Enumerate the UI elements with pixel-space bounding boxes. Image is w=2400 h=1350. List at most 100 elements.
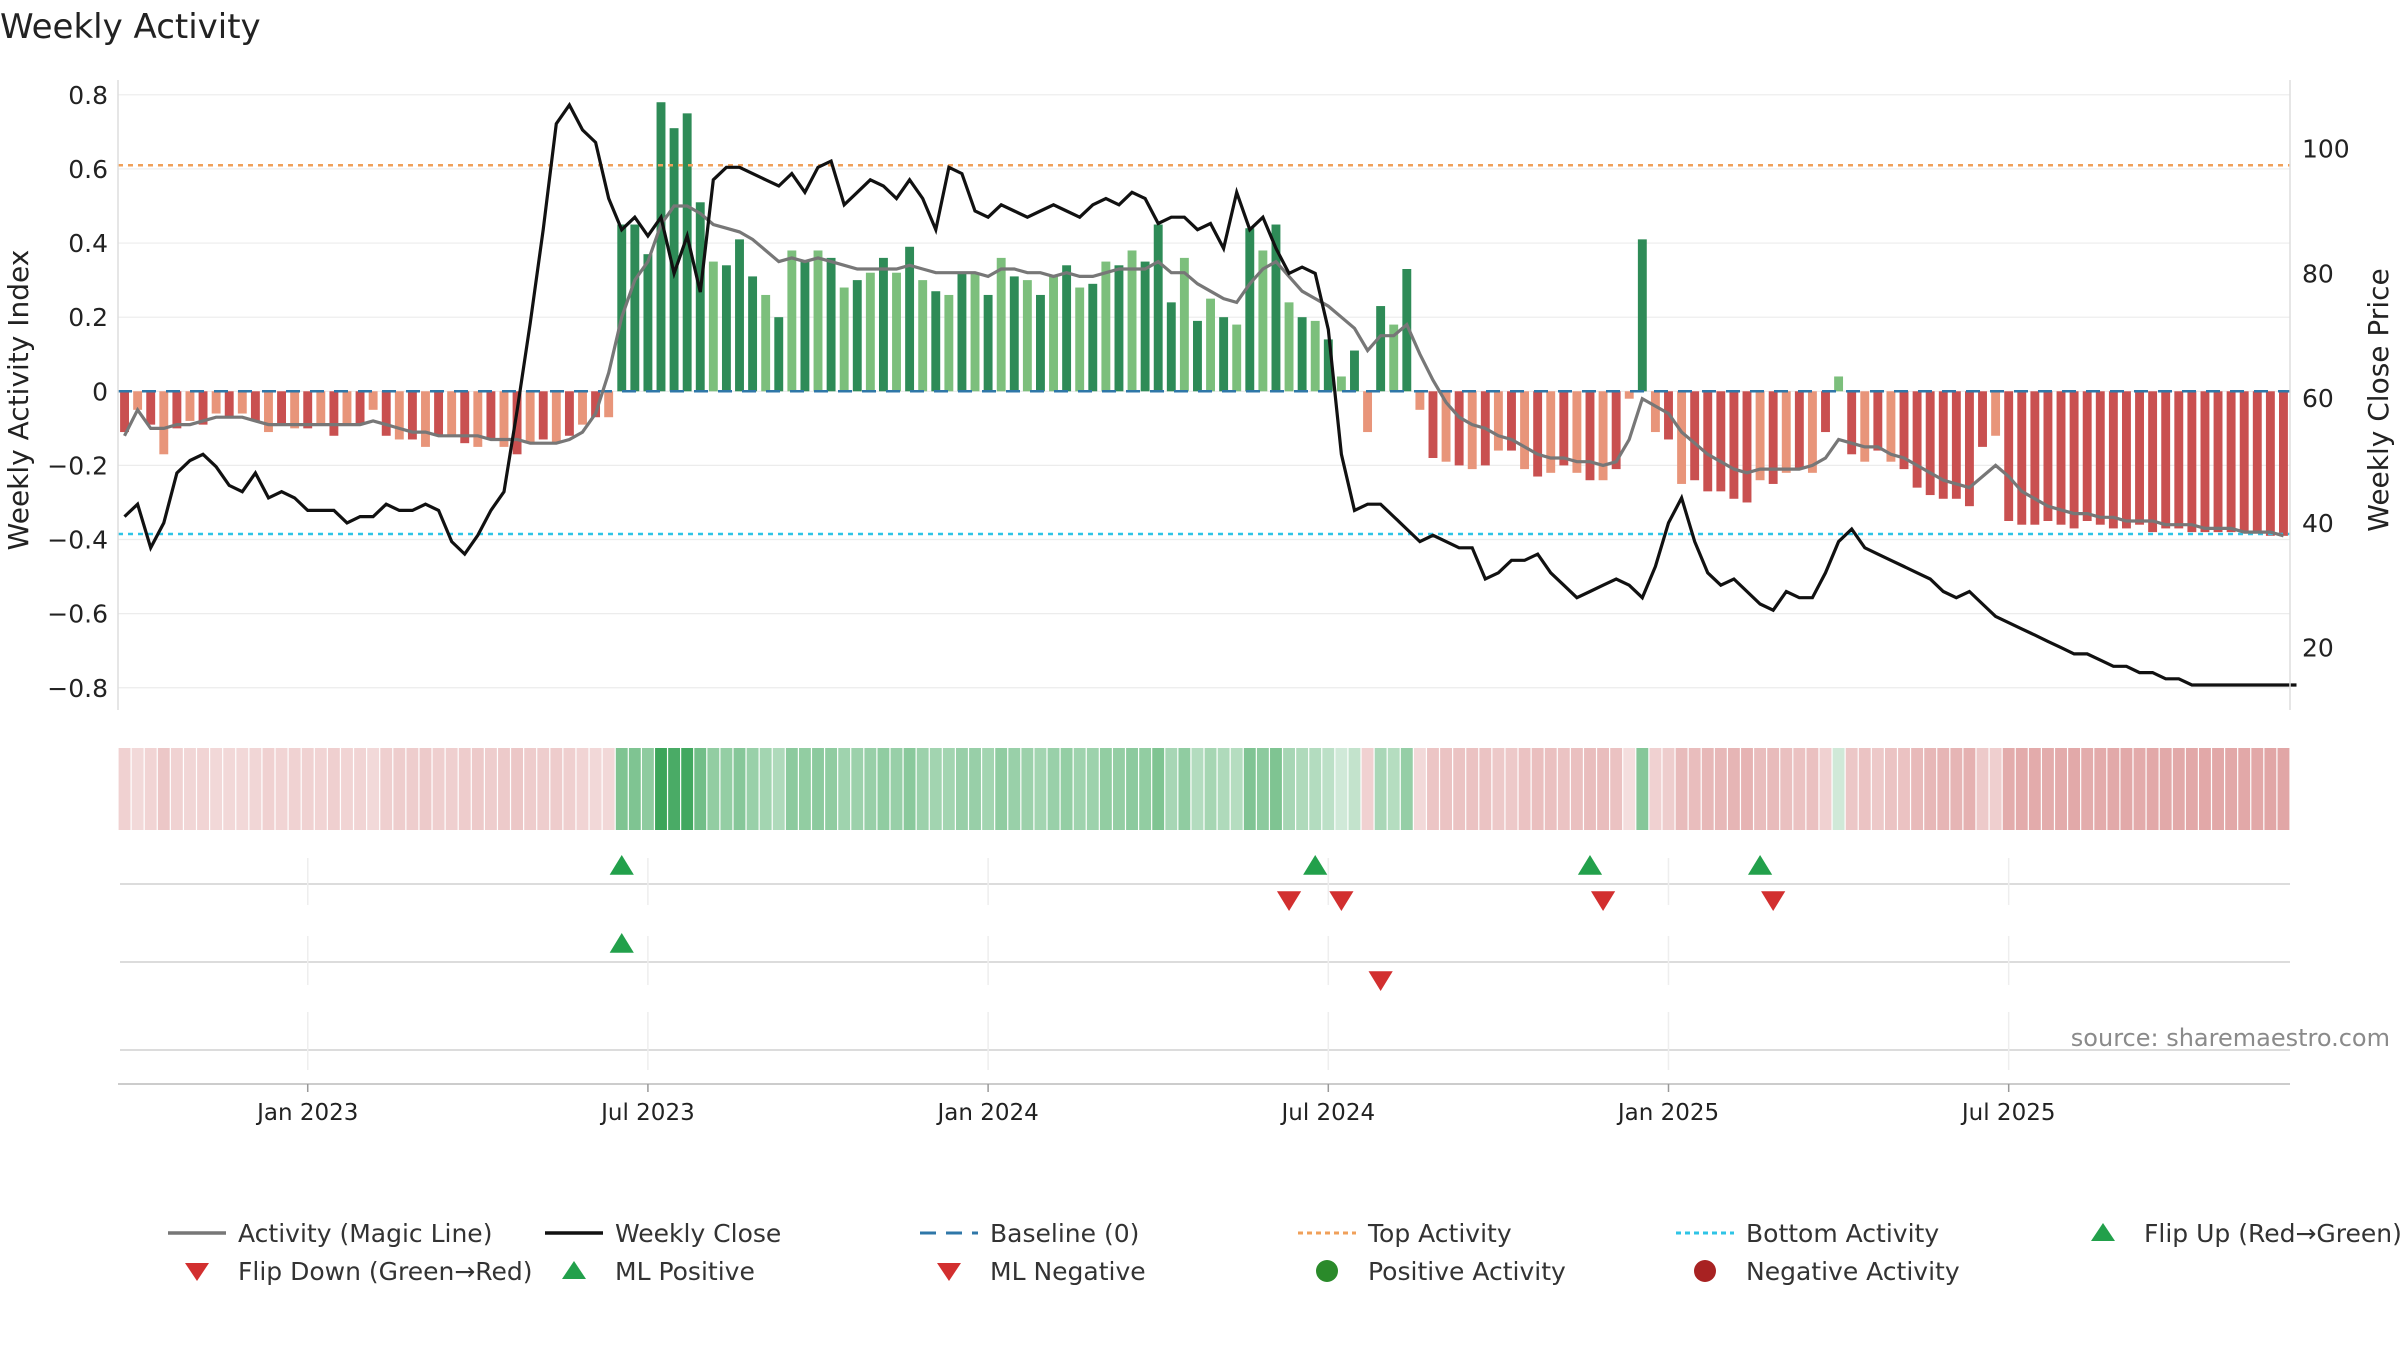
ribbon-cell [628,748,641,830]
y-axis-right-title: Weekly Close Price [2362,268,2395,531]
ribbon-cell [1832,748,1845,830]
ribbon-cell [498,748,510,830]
activity-bar [460,391,470,444]
y-tick-left: 0.8 [68,81,108,110]
activity-bar [2030,391,2040,525]
ribbon-cell [995,748,1008,830]
ribbon-cell [1714,748,1727,830]
ribbon-cell [419,748,432,830]
activity-bar [277,391,287,425]
activity-bar [970,272,980,392]
activity-bar [2148,391,2158,533]
ribbon-cell [1178,748,1191,830]
ribbon-cell [262,748,275,830]
activity-bar [1402,269,1412,392]
ribbon-cell [288,748,301,830]
ribbon-cell [1099,748,1112,830]
ribbon-cell [2133,748,2146,830]
flip-up-marker [1747,855,1773,875]
activity-bar [1585,391,1595,481]
activity-bar [1153,224,1163,392]
activity-bar [1376,306,1386,392]
ribbon-cell [524,748,537,830]
reference-lines [118,163,2290,536]
activity-bar [944,294,954,392]
x-tick-label: Jan 2025 [1616,1100,1719,1126]
activity-bar [1075,287,1085,392]
y-tick-right: 80 [2302,259,2334,288]
activity-bar [1925,391,1935,496]
ribbon-cell [1570,748,1583,830]
activity-bar [1768,391,1778,484]
ribbon-cell [1688,748,1701,830]
ribbon-cell [445,748,458,830]
activity-bar [1533,391,1543,477]
activity-bar [316,391,326,425]
ribbon-cell [982,748,995,830]
ribbon-cell [1283,748,1295,830]
activity-bar [342,391,352,425]
ribbon-cell [1649,748,1662,830]
activity-bar [2187,391,2197,533]
ribbon-cell [2107,748,2120,830]
activity-bar [983,294,993,392]
ribbon-cell [2159,748,2172,830]
activity-bar [1650,391,1660,433]
ribbon-cell [1623,748,1636,830]
ribbon-cell [602,748,615,830]
ribbon-cell [2002,748,2015,830]
ribbon-cell [2055,748,2067,830]
y-tick-left: 0 [92,377,108,406]
activity-bar [1114,265,1124,392]
ribbon-cell [1322,748,1335,830]
magic-line [123,204,2284,538]
ribbon-cell [1217,748,1230,830]
x-tick-label: Jul 2024 [1279,1100,1375,1126]
ribbon-cell [838,748,851,830]
ribbon-cell [210,748,223,830]
activity-bar [1350,350,1359,392]
activity-bar [774,317,784,392]
activity-bar [447,391,457,436]
ribbon-cell [1937,748,1950,830]
legend-swatch [562,1261,586,1279]
activity-bar [1271,224,1281,392]
ribbon-cell [851,748,864,830]
ribbon-cell [1924,748,1937,830]
y-axis-left-title: Weekly Activity Index [2,250,35,551]
legend-swatch [1694,1260,1716,1282]
ribbon-cell [393,748,406,830]
ribbon-cell [1204,748,1217,830]
activity-bar [1232,324,1242,392]
activity-bar [1206,298,1215,392]
legend-label: Bottom Activity [1746,1219,1939,1248]
event-markers [120,855,2290,1070]
ribbon-cell [170,748,183,830]
activity-bar [761,294,771,392]
ribbon-cell [2081,748,2094,830]
ribbon-cell [2068,748,2081,830]
activity-bar [407,391,417,440]
ribbon-cell [2120,748,2133,830]
activity-bar [2265,391,2275,536]
ribbon-cell [2277,748,2290,830]
activity-bar [1742,391,1752,503]
activity-bar [1363,391,1373,433]
activity-bar [1677,391,1687,484]
ribbon-cell [1335,748,1348,830]
activity-bar [368,391,378,410]
ribbon-cell [877,748,890,830]
activity-heat-ribbon [118,748,2290,830]
x-axis: Jan 2023 Jul 2023 Jan 2024 Jul 2024 Jan 2025… [118,1083,2290,1126]
ribbon-cell [1296,748,1309,830]
activity-bar [2135,391,2144,525]
activity-bar [146,391,156,425]
activity-bar [1101,261,1111,392]
ribbon-cell [1858,748,1871,830]
activity-bar [787,250,797,392]
activity-bar [1572,391,1582,473]
activity-bar [1467,391,1477,470]
activity-bar [237,391,247,414]
activity-bar [2239,391,2249,533]
legend-label: Flip Up (Red→Green) [2144,1219,2400,1248]
